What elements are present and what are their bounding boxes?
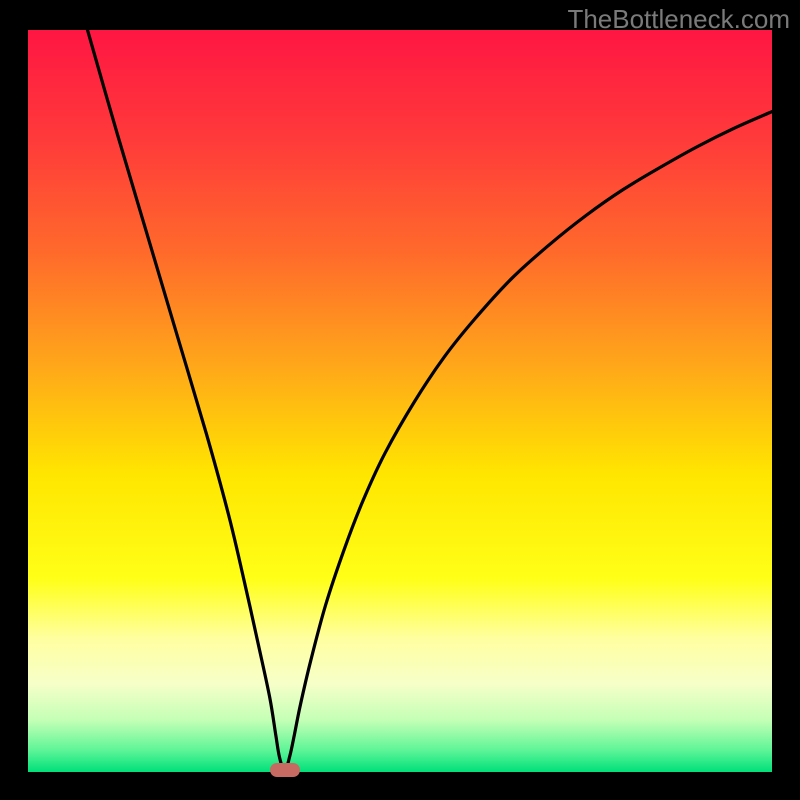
- plot-area: [28, 30, 772, 772]
- bottleneck-curve: [28, 30, 772, 772]
- chart-container: TheBottleneck.com: [0, 0, 800, 800]
- minimum-marker: [270, 763, 300, 777]
